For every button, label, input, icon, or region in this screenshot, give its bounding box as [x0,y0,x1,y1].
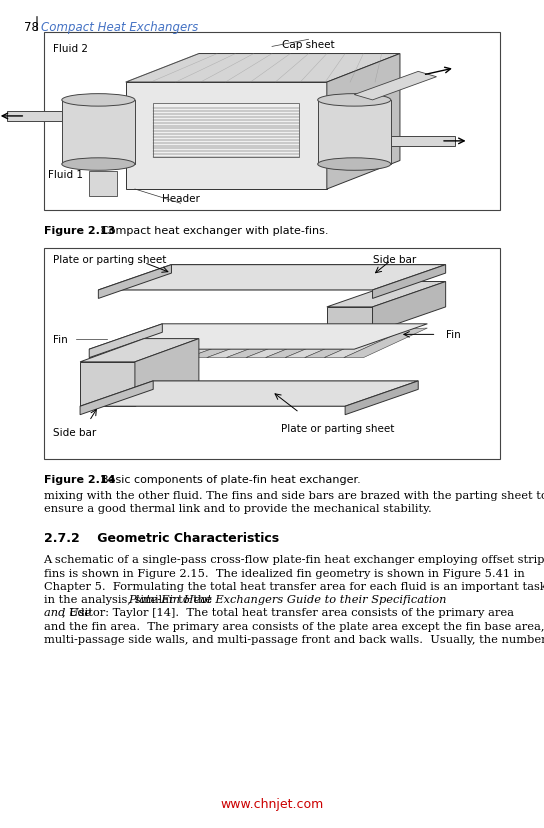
Text: Side bar: Side bar [373,255,416,265]
Polygon shape [285,331,369,359]
Polygon shape [327,282,446,307]
Text: 2.7.2    Geometric Characteristics: 2.7.2 Geometric Characteristics [44,532,279,545]
Text: and the fin area.  The primary area consists of the plate area except the fin ba: and the fin area. The primary area consi… [44,621,544,631]
Text: fins is shown in Figure 2.15.  The idealized fin geometry is shown in Figure 5.4: fins is shown in Figure 2.15. The ideali… [44,568,524,578]
Text: multi-passage side walls, and multi-passage front and back walls.  Usually, the : multi-passage side walls, and multi-pass… [44,634,544,644]
Polygon shape [305,330,388,359]
Polygon shape [109,338,193,359]
Text: Compact Heat Exchangers: Compact Heat Exchangers [41,21,199,34]
Polygon shape [80,382,153,415]
Ellipse shape [318,94,391,107]
Polygon shape [89,325,428,349]
Text: Plate or parting sheet: Plate or parting sheet [281,424,394,434]
Polygon shape [62,101,135,165]
Text: in the analysis, similar to the: in the analysis, similar to the [44,595,215,604]
Text: and Use: and Use [44,608,91,618]
Polygon shape [265,332,349,359]
Polygon shape [327,307,373,333]
Polygon shape [80,339,199,363]
Polygon shape [207,334,290,359]
Polygon shape [344,329,428,359]
Bar [44,33,500,211]
Text: Fluid 2: Fluid 2 [53,44,88,54]
Ellipse shape [62,94,135,107]
Text: Plate or parting sheet: Plate or parting sheet [53,255,166,265]
Polygon shape [246,332,330,359]
Text: Basic components of plate-fin heat exchanger.: Basic components of plate-fin heat excha… [94,474,360,484]
Ellipse shape [318,159,391,171]
Text: Fluid 1: Fluid 1 [48,171,83,181]
Text: Chapter 5.  Formulating the total heat transfer area for each fluid is an import: Chapter 5. Formulating the total heat tr… [44,581,544,591]
Text: , Editor: Taylor [14].  The total heat transfer area consists of the primary are: , Editor: Taylor [14]. The total heat tr… [62,608,514,618]
Polygon shape [373,282,446,333]
Text: Side bar: Side bar [53,428,96,438]
Text: Cap sheet: Cap sheet [282,41,335,51]
Polygon shape [373,265,446,299]
Polygon shape [89,339,173,359]
Bar [44,248,500,460]
Polygon shape [126,55,400,83]
Text: Header: Header [162,194,200,204]
Polygon shape [327,55,400,190]
Polygon shape [89,325,162,359]
Polygon shape [148,336,232,359]
Polygon shape [354,72,436,101]
Text: Fin: Fin [53,335,67,344]
Polygon shape [98,265,446,291]
Polygon shape [153,104,299,157]
Polygon shape [187,335,271,359]
Text: 78: 78 [24,21,39,34]
Polygon shape [89,172,116,197]
Polygon shape [318,101,391,165]
Ellipse shape [62,159,135,171]
Polygon shape [128,337,212,359]
Polygon shape [80,363,135,407]
Text: Compact heat exchanger with plate-fins.: Compact heat exchanger with plate-fins. [94,226,328,236]
Text: Figure 2.13: Figure 2.13 [44,226,115,236]
Text: mixing with the other fluid. The fins and side bars are brazed with the parting : mixing with the other fluid. The fins an… [44,490,544,500]
Text: ensure a good thermal link and to provide the mechanical stability.: ensure a good thermal link and to provid… [44,503,431,513]
Polygon shape [168,335,251,359]
Polygon shape [345,382,418,415]
Text: Figure 2.14: Figure 2.14 [44,474,115,484]
Polygon shape [135,339,199,407]
Polygon shape [391,137,455,147]
Polygon shape [324,330,408,359]
Text: Plate-Fin Heat Exchangers Guide to their Specification: Plate-Fin Heat Exchangers Guide to their… [128,595,447,604]
Polygon shape [226,333,310,359]
Text: A schematic of a single-pass cross-flow plate-fin heat exchanger employing offse: A schematic of a single-pass cross-flow … [44,555,544,565]
Polygon shape [126,83,327,190]
Polygon shape [98,265,171,299]
Polygon shape [7,112,62,122]
Text: www.chnjet.com: www.chnjet.com [220,797,324,810]
Polygon shape [80,382,418,407]
Text: Fin: Fin [446,330,460,340]
